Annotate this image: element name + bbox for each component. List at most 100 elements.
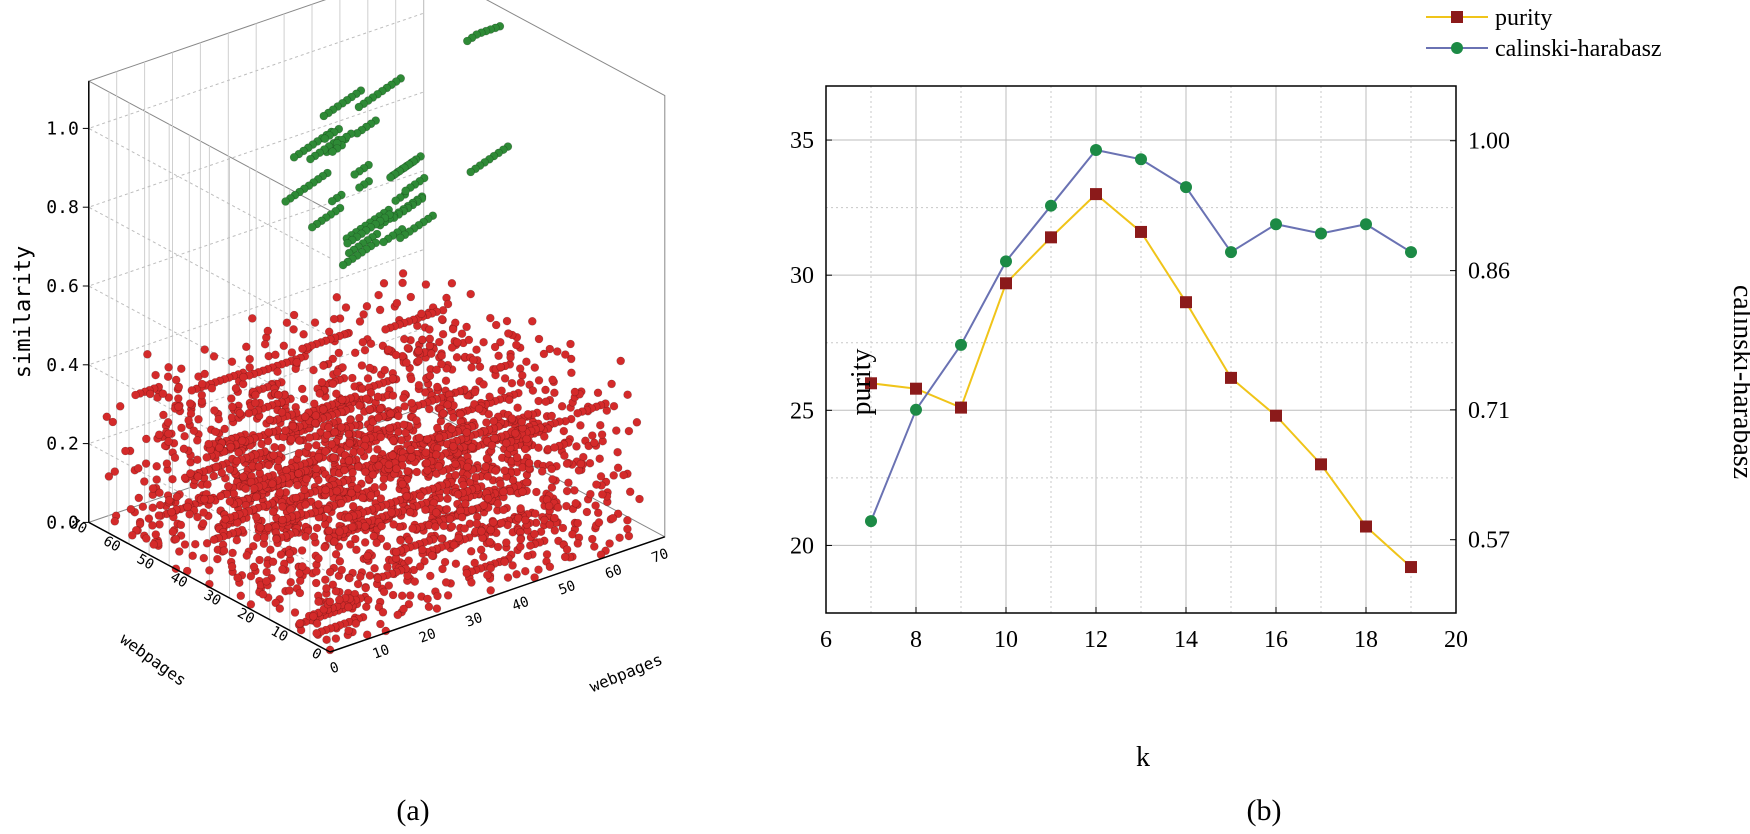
point-calinski-harabasz-k14 — [1180, 181, 1192, 194]
point-low-1920 — [365, 571, 375, 580]
point-low-1564 — [545, 344, 555, 354]
point-low-2554 — [477, 526, 486, 536]
panel-a-y-axis-label: webpages — [116, 629, 190, 690]
point-low-2587 — [376, 619, 385, 629]
point-low-1035 — [333, 367, 342, 377]
point-low-2564 — [517, 417, 527, 427]
point-low-2533 — [609, 471, 619, 480]
point-low-425 — [310, 318, 320, 327]
point-low-2478 — [462, 568, 472, 578]
point-high-743 — [401, 186, 410, 196]
point-low-2427 — [314, 499, 323, 509]
point-low-2439 — [449, 540, 459, 550]
point-low-2383 — [405, 507, 415, 517]
point-low-2196 — [466, 546, 476, 556]
point-low-1391 — [500, 374, 510, 383]
point-low-2488 — [344, 602, 353, 612]
point-low-2476 — [462, 428, 472, 437]
point-low-2545 — [586, 489, 595, 499]
point-low-696 — [162, 459, 172, 468]
point-low-2553 — [431, 508, 441, 517]
point-low-2171 — [404, 556, 414, 565]
point-low-348 — [420, 388, 430, 397]
point-high-753 — [328, 147, 337, 156]
point-low-1736 — [348, 501, 358, 511]
point-high-654 — [462, 36, 472, 46]
point-calinski-harabasz-k9 — [955, 338, 967, 351]
point-low-518 — [462, 322, 471, 332]
point-low-692 — [167, 507, 176, 517]
point-low-1542 — [219, 546, 229, 556]
point-low-788 — [172, 492, 182, 502]
point-low-1582 — [227, 562, 237, 571]
point-low-2166 — [558, 523, 568, 533]
point-low-2441 — [295, 588, 305, 598]
point-calinski-harabasz-k13 — [1135, 153, 1147, 166]
x-tick-label-14: 14 — [1174, 627, 1198, 653]
point-low-481 — [155, 520, 164, 529]
point-low-1793 — [350, 534, 360, 544]
point-calinski-harabasz-k18 — [1360, 218, 1372, 231]
point-low-2558 — [522, 477, 531, 487]
point-high-396 — [343, 239, 352, 248]
point-low-169 — [334, 348, 344, 358]
point-low-970 — [281, 426, 290, 435]
point-high-603 — [319, 111, 329, 121]
point-low-1682 — [314, 452, 323, 462]
point-low-2300 — [363, 551, 372, 561]
point-low-1608 — [385, 423, 395, 433]
point-low-1667 — [242, 551, 252, 560]
point-low-2547 — [486, 586, 496, 595]
point-low-2346 — [298, 562, 307, 571]
point-low-1242 — [225, 497, 235, 506]
point-low-953 — [299, 394, 309, 404]
right-tick-label-1.00: 1.00 — [1468, 129, 1510, 155]
point-low-1581 — [232, 456, 242, 466]
point-low-2552 — [431, 450, 441, 460]
point-low-1948 — [273, 456, 283, 465]
point-low-2627 — [331, 634, 341, 643]
point-calinski-harabasz-k15 — [1225, 246, 1237, 259]
point-low-2489 — [493, 542, 503, 552]
point-low-1026 — [197, 390, 207, 400]
point-low-2642 — [325, 597, 335, 607]
point-low-1267 — [188, 551, 197, 561]
point-low-151 — [108, 417, 118, 427]
point-low-124 — [245, 363, 254, 372]
point-high-10 — [350, 170, 359, 179]
point-low-1734 — [552, 347, 562, 356]
point-low-2282 — [476, 545, 486, 555]
point-low-561 — [202, 453, 211, 462]
panel-a-z-axis-label: similarity — [11, 246, 36, 378]
point-low-2104 — [374, 461, 384, 471]
point-low-2260 — [523, 551, 533, 561]
point-low-2036 — [285, 549, 294, 558]
point-low-1663 — [401, 428, 410, 437]
y-tick-label-70: 70 — [67, 515, 90, 537]
point-low-1274 — [328, 379, 338, 389]
point-low-2212 — [384, 581, 394, 590]
point-low-342 — [126, 504, 136, 514]
point-low-2386 — [605, 539, 614, 548]
point-low-126 — [245, 354, 254, 364]
point-low-1627 — [362, 394, 371, 403]
point-low-1330 — [353, 462, 363, 472]
point-low-1384 — [315, 389, 325, 398]
point-low-2522 — [433, 591, 442, 601]
point-low-2600 — [393, 610, 403, 620]
point-low-2056 — [321, 447, 330, 456]
point-low-624 — [142, 434, 151, 444]
point-low-1271 — [432, 423, 442, 433]
point-low-1381 — [220, 424, 229, 434]
point-low-2141 — [332, 486, 342, 496]
point-low-2326 — [421, 505, 430, 515]
point-low-570 — [193, 512, 202, 522]
point-low-2348 — [547, 411, 557, 421]
panel-b-grid — [825, 85, 1457, 614]
point-low-2555 — [377, 521, 387, 531]
point-low-2412 — [427, 551, 437, 560]
point-low-2297 — [512, 453, 522, 462]
legend-purity-label: purity — [1495, 5, 1552, 31]
point-low-844 — [271, 350, 280, 360]
point-low-1753 — [320, 575, 330, 585]
